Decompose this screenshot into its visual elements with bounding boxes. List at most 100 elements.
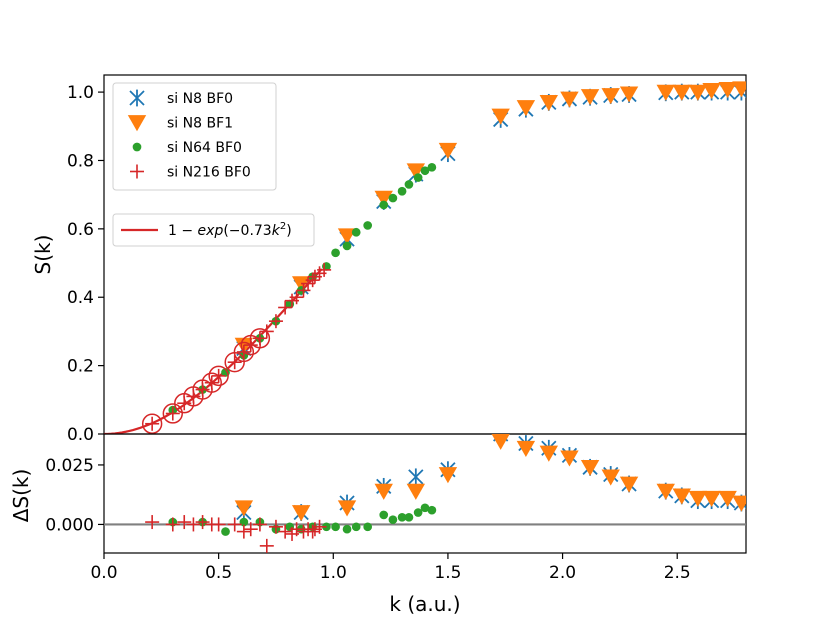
triangle-marker bbox=[127, 115, 147, 132]
triangle-marker bbox=[337, 500, 357, 517]
triangle-marker bbox=[601, 88, 620, 105]
triangle-marker bbox=[406, 483, 426, 500]
plus-marker bbox=[130, 164, 144, 179]
y-tick-label: 0.4 bbox=[67, 288, 94, 308]
plus-marker bbox=[227, 517, 242, 532]
triangle-marker bbox=[580, 89, 600, 106]
circle-marker bbox=[162, 403, 183, 424]
plus-marker bbox=[268, 519, 283, 534]
legend-item: si N8 BF0 bbox=[129, 89, 233, 107]
triangle-marker bbox=[560, 91, 579, 108]
top-y-axis-label: S(k) bbox=[31, 235, 55, 275]
triangle-marker bbox=[539, 94, 559, 112]
legend-item: si N64 BF0 bbox=[132, 140, 242, 156]
y-tick-label: 0.000 bbox=[45, 515, 94, 535]
legend-label: si N8 BF0 bbox=[167, 91, 233, 107]
bottom-plot-area bbox=[104, 434, 746, 553]
triangle-marker bbox=[491, 108, 510, 125]
triangle-marker bbox=[374, 190, 393, 207]
dot-marker bbox=[132, 142, 142, 152]
legend: si N8 BF0 si N8 BF1 si N64 BF0 si N216 BF0 bbox=[112, 82, 277, 191]
plus-marker bbox=[268, 314, 283, 329]
fit-label-args: (−0.73 bbox=[223, 223, 271, 239]
triangle-marker bbox=[580, 459, 600, 477]
circle-marker bbox=[208, 365, 229, 387]
x-star-marker bbox=[408, 468, 424, 486]
plus-marker bbox=[236, 524, 251, 539]
circle-marker bbox=[249, 328, 271, 349]
plus-marker bbox=[177, 515, 192, 530]
dot-marker bbox=[427, 162, 437, 172]
dot-marker bbox=[388, 193, 398, 203]
dot-marker bbox=[221, 527, 230, 536]
triangle-marker bbox=[672, 84, 691, 101]
dot-marker bbox=[413, 508, 423, 517]
triangle-marker bbox=[619, 86, 639, 103]
bottom-y-axis-label: ΔS(k) bbox=[9, 469, 33, 523]
y-tick-label: 0.8 bbox=[67, 151, 94, 171]
triangle-marker bbox=[656, 483, 675, 500]
triangle-marker bbox=[619, 476, 639, 493]
triangle-marker bbox=[718, 82, 737, 99]
triangle-marker bbox=[702, 83, 721, 100]
legend-item: si N216 BF0 bbox=[130, 164, 251, 181]
fit-legend-box bbox=[112, 213, 315, 247]
triangle-marker bbox=[406, 163, 426, 180]
triangle-marker bbox=[702, 490, 721, 507]
dot-marker bbox=[397, 512, 407, 522]
y-tick-label: 0.0 bbox=[67, 425, 94, 445]
dot-marker bbox=[239, 517, 249, 527]
triangle-marker bbox=[539, 445, 559, 462]
delta-series-3 bbox=[145, 515, 327, 553]
dot-marker bbox=[331, 522, 340, 532]
dot-marker bbox=[363, 522, 373, 532]
dot-marker bbox=[413, 173, 423, 182]
plus-marker bbox=[211, 517, 226, 532]
plus-marker bbox=[145, 416, 160, 431]
y-tick-label: 0.6 bbox=[67, 220, 94, 240]
plus-marker bbox=[186, 517, 201, 532]
delta-series-0 bbox=[236, 434, 746, 521]
triangle-marker bbox=[672, 488, 691, 505]
y-tick-label: 0.025 bbox=[45, 456, 94, 476]
fit-label-k: k bbox=[272, 223, 281, 239]
plus-marker bbox=[145, 515, 160, 530]
plus-marker bbox=[227, 355, 242, 370]
plus-marker bbox=[252, 517, 267, 532]
legend-label: si N8 BF1 bbox=[167, 116, 233, 132]
circle-marker bbox=[201, 372, 222, 393]
dot-marker bbox=[420, 166, 430, 176]
triangle-marker bbox=[688, 490, 708, 507]
dot-marker bbox=[420, 503, 430, 513]
circle-marker bbox=[233, 341, 255, 363]
dot-marker bbox=[397, 186, 407, 196]
x-tick-label: 2.5 bbox=[664, 563, 691, 583]
plus-marker bbox=[278, 300, 293, 315]
triangle-marker bbox=[291, 505, 311, 522]
series-1 bbox=[234, 81, 746, 354]
bottom-y-ticks: 0.000 0.025 bbox=[45, 456, 104, 535]
triangle-marker bbox=[491, 434, 510, 450]
legend-box bbox=[112, 82, 277, 191]
triangle-marker bbox=[732, 495, 746, 512]
x-tick-label: 1.5 bbox=[434, 563, 461, 583]
series-3 bbox=[145, 262, 332, 431]
triangle-marker bbox=[688, 84, 708, 101]
fit-label-func: exp bbox=[198, 223, 224, 239]
dot-marker bbox=[404, 180, 414, 189]
dot-marker bbox=[351, 522, 361, 532]
bottom-axes-frame bbox=[103, 433, 747, 554]
triangle-marker bbox=[601, 469, 620, 486]
triangle-marker bbox=[560, 450, 579, 467]
series-4 bbox=[141, 328, 271, 434]
fit-label-close: ) bbox=[286, 223, 291, 239]
fit-label-prefix: 1 − bbox=[168, 223, 198, 239]
x-tick-label: 0.5 bbox=[205, 563, 232, 583]
triangle-marker bbox=[516, 440, 536, 458]
legend-items: si N8 BF0 si N8 BF1 si N64 BF0 si N216 BF0 bbox=[127, 89, 251, 181]
triangle-marker bbox=[234, 500, 254, 517]
plus-marker bbox=[312, 519, 327, 534]
triangle-marker bbox=[516, 100, 536, 117]
